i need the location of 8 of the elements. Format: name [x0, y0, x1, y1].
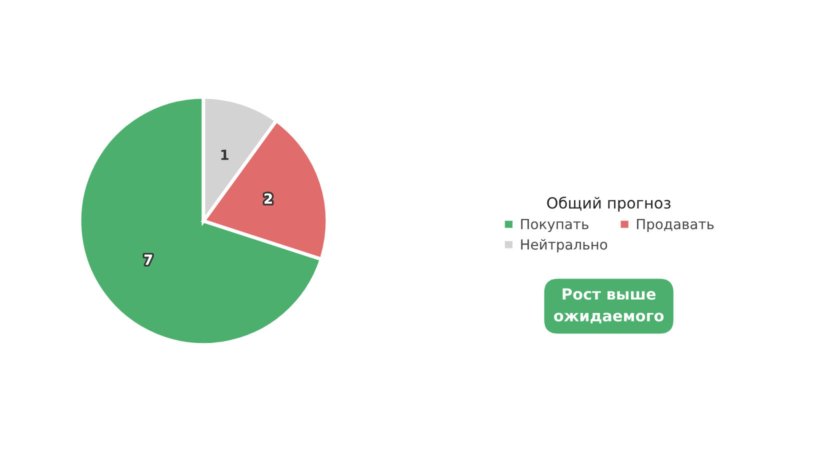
legend-title: Общий прогноз: [547, 196, 670, 212]
legend-label: Нейтрально: [521, 239, 608, 252]
data-label: 1: [221, 150, 228, 160]
data-label: 2: [264, 193, 272, 204]
legend-label: Покупать: [521, 219, 588, 232]
text: Рост выше ожидаемого: [554, 288, 664, 324]
data-label: 7: [144, 254, 152, 265]
legend-label: Продавать: [637, 219, 714, 232]
